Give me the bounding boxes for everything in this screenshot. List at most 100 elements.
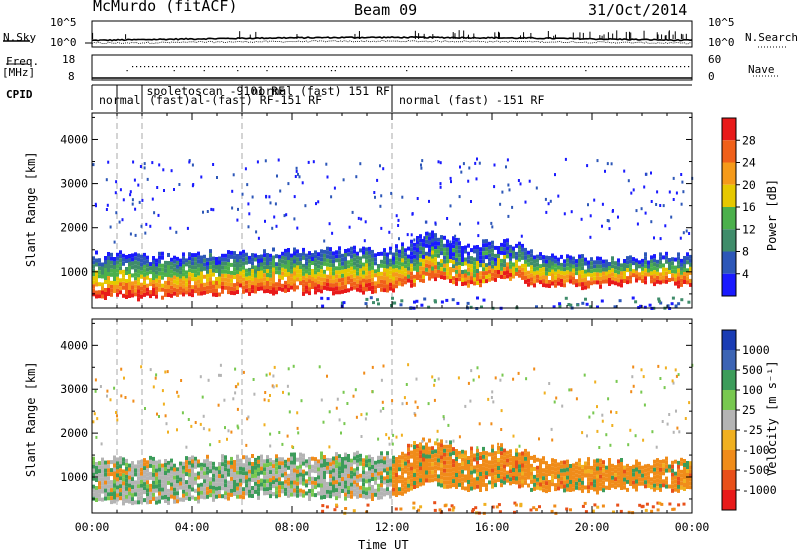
data-cell [686,461,689,465]
nave-dot [532,66,534,68]
data-cell [542,255,545,260]
data-cell [320,491,323,496]
nave-dot [684,66,686,68]
data-cell [509,473,512,478]
data-cell [221,474,224,479]
data-cell [311,281,314,285]
data-cell [446,464,449,469]
data-cell [443,247,446,252]
data-cell [458,450,461,455]
data-cell [449,279,452,283]
data-cell [353,472,356,477]
data-cell [461,282,464,286]
data-cell [551,273,554,278]
data-cell [386,471,389,476]
data-cell [428,458,431,463]
data-cell [491,264,494,269]
data-cell [263,423,266,427]
data-cell [584,273,587,278]
data-cell [134,288,137,293]
data-cell [524,247,527,252]
data-cell [449,480,452,485]
data-cell [596,462,599,467]
data-cell [125,474,128,479]
data-cell [445,440,448,444]
data-cell [188,460,191,465]
data-cell [323,273,326,278]
data-cell [308,497,311,501]
data-cell [509,268,512,273]
data-cell [464,478,467,483]
data-cell [581,468,584,473]
data-cell [371,253,374,258]
data-cell [532,506,536,510]
data-cell [233,271,236,276]
data-cell [497,246,500,250]
data-cell [323,253,326,258]
nave-dot [276,66,278,68]
data-cell [417,508,421,512]
data-cell [674,483,677,488]
data-cell [380,483,383,488]
data-cell [478,161,481,165]
data-cell [569,464,572,468]
data-cell [635,274,638,279]
data-cell [365,455,368,460]
data-cell [458,454,461,459]
data-cell [239,251,242,256]
data-cell [128,475,131,480]
data-cell [233,275,236,280]
data-cell [407,262,410,267]
data-cell [194,480,197,485]
data-cell [263,483,266,488]
data-cell [356,474,359,479]
data-cell [92,456,95,461]
data-cell [242,289,245,294]
data-cell [173,287,176,292]
data-cell [187,418,190,421]
data-cell [407,278,410,283]
data-cell [656,271,659,276]
data-cell [264,219,266,223]
data-cell [201,395,204,399]
data-cell [395,481,398,485]
data-cell [158,479,161,484]
data-cell [395,280,398,285]
data-cell [257,483,260,488]
data-cell [395,256,398,261]
data-cell [320,249,323,254]
data-cell [374,195,376,199]
data-cell [497,446,500,450]
data-cell [671,468,674,473]
data-cell [278,282,281,287]
data-cell [620,263,623,268]
velocity-colorbar-label: 1000 [742,343,770,357]
data-cell [383,468,386,473]
data-cell [461,477,464,482]
data-cell [672,430,675,434]
data-cell [227,488,230,493]
data-cell [608,274,611,278]
data-cell [521,263,524,268]
data-cell [269,458,272,463]
data-cell [581,262,584,267]
data-cell [338,462,341,467]
data-cell [137,484,140,489]
data-cell [629,428,632,432]
data-cell [608,262,611,266]
data-cell [428,478,431,483]
data-cell [407,443,410,448]
data-cell [206,281,209,286]
data-cell [146,472,149,477]
data-cell [391,399,394,403]
data-cell [176,499,179,504]
data-cell [371,261,374,266]
data-cell [125,478,128,483]
data-cell [626,487,629,492]
data-cell [188,456,191,461]
data-cell [398,237,400,241]
data-cell [209,493,212,498]
data-cell [263,398,266,402]
data-cell [167,492,170,497]
data-cell [365,463,368,468]
